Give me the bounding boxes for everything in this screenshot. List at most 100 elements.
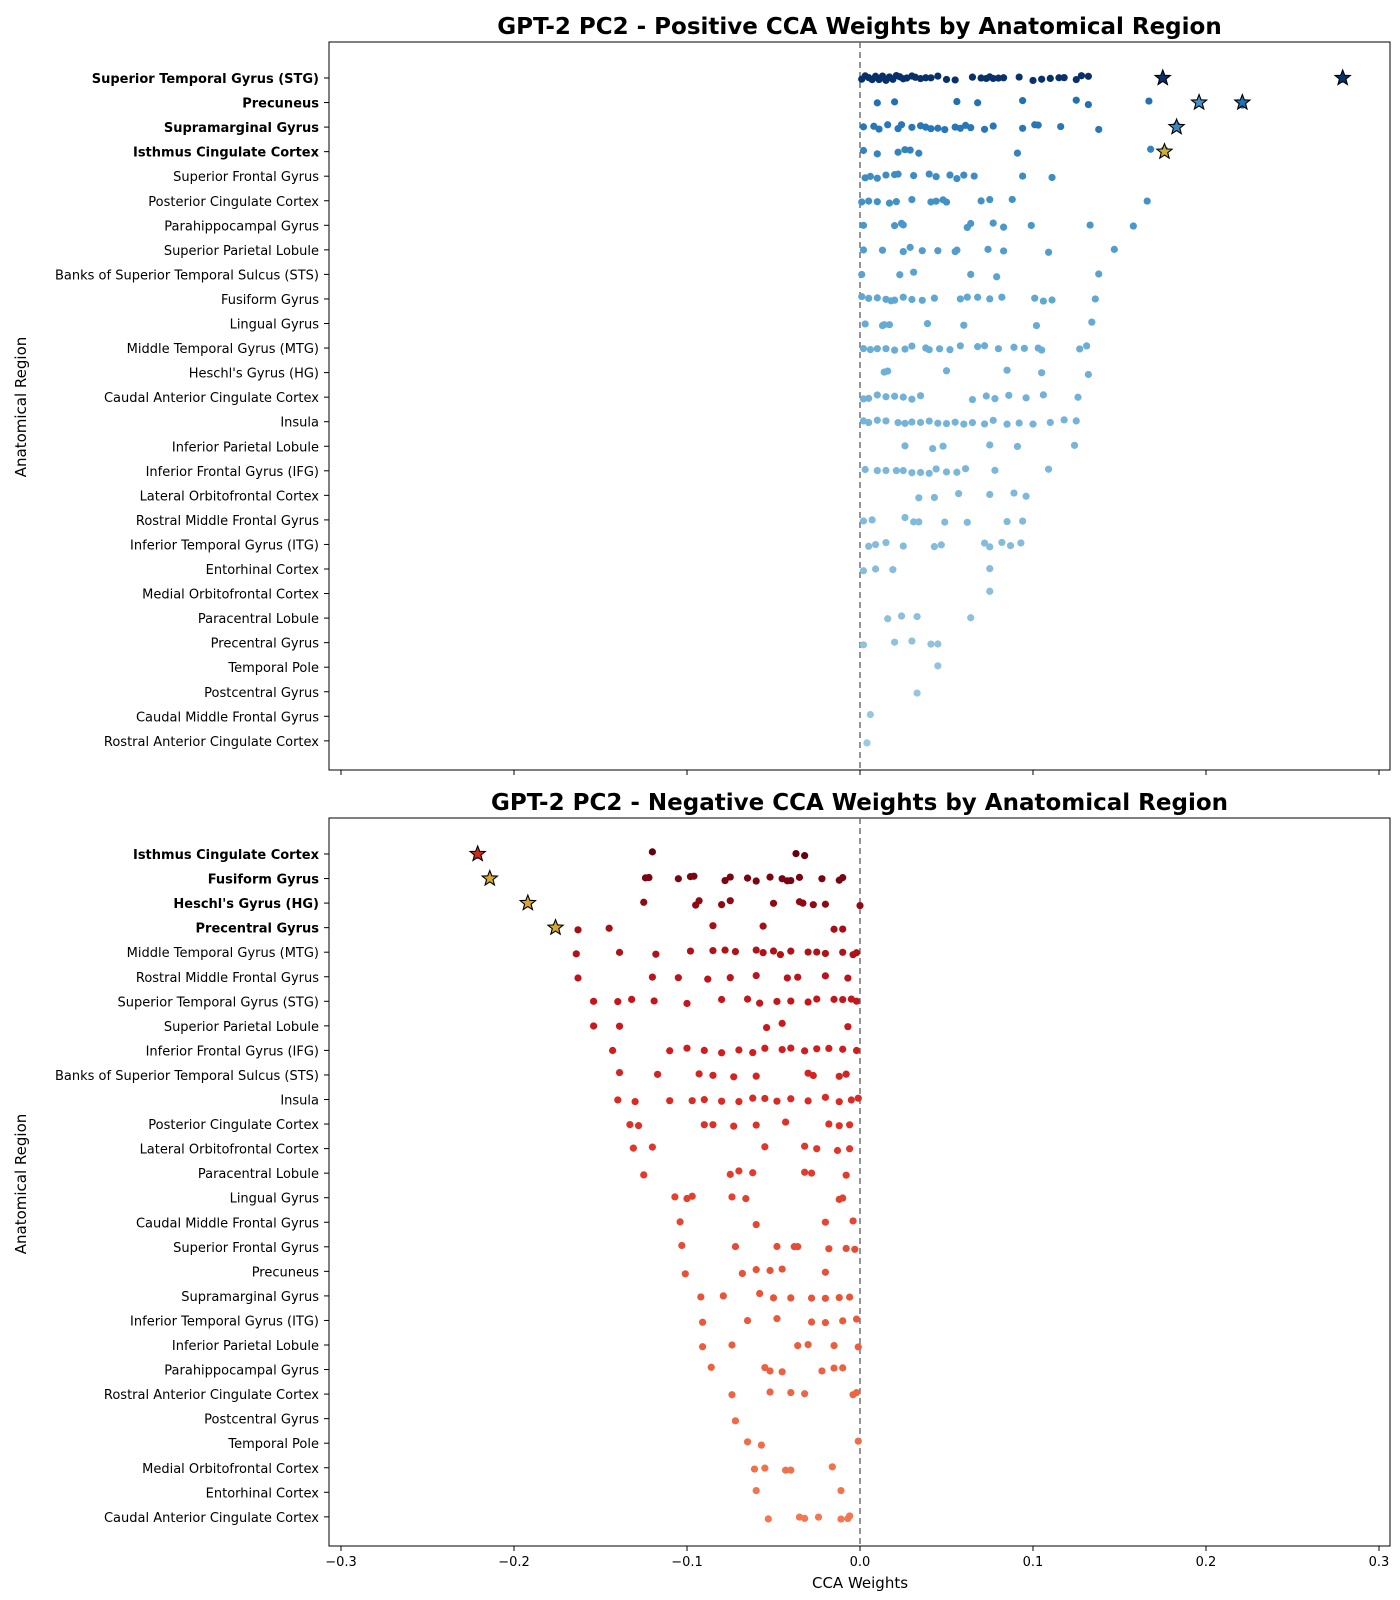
data-point — [813, 1145, 821, 1153]
data-point — [871, 540, 880, 549]
data-point — [718, 901, 726, 909]
data-point — [897, 612, 906, 620]
data-point — [813, 995, 821, 1003]
data-point — [984, 245, 992, 253]
data-point — [1003, 366, 1011, 374]
region-label: Precuneus — [252, 1265, 320, 1280]
data-point — [854, 1094, 862, 1102]
data-point — [994, 345, 1003, 353]
data-point — [726, 974, 734, 982]
data-point — [916, 392, 925, 400]
data-point — [967, 614, 975, 622]
data-point — [801, 1047, 809, 1055]
region-label: Middle Temporal Gyrus (MTG) — [127, 946, 319, 961]
data-point — [648, 848, 657, 856]
data-point — [891, 346, 899, 354]
data-point — [782, 1466, 790, 1474]
data-point — [859, 567, 868, 575]
data-point — [906, 146, 914, 154]
data-point — [882, 417, 890, 425]
data-point — [1129, 222, 1137, 230]
data-point — [766, 1367, 774, 1375]
data-point — [974, 343, 982, 351]
data-point — [730, 1122, 738, 1130]
data-point — [899, 221, 907, 229]
data-point — [873, 198, 881, 206]
region-label: Supramarginal Gyrus — [181, 1290, 319, 1305]
data-point — [880, 321, 888, 329]
data-point — [896, 271, 904, 279]
data-point — [742, 1195, 750, 1203]
data-point — [830, 1341, 838, 1350]
region-label: Posterior Cingulate Cortex — [148, 1118, 319, 1133]
region-label: Postcentral Gyrus — [204, 686, 319, 701]
data-point — [925, 346, 933, 354]
data-point — [821, 949, 830, 958]
data-point — [830, 1364, 838, 1372]
region-label: Entorhinal Cortex — [206, 563, 320, 578]
data-point — [1031, 294, 1039, 302]
data-point — [726, 873, 734, 881]
data-point — [835, 1293, 843, 1302]
data-point — [967, 270, 975, 278]
data-point — [1006, 542, 1015, 550]
data-point — [821, 1294, 830, 1302]
data-point — [605, 924, 613, 932]
data-point — [908, 295, 916, 304]
data-point — [634, 1122, 643, 1130]
data-point — [859, 517, 868, 525]
data-point — [885, 321, 894, 329]
data-point — [726, 897, 734, 905]
region-label: Banks of Superior Temporal Sulcus (STS) — [55, 1069, 319, 1084]
data-point — [695, 897, 703, 905]
data-point — [906, 243, 914, 251]
data-point — [609, 1046, 617, 1055]
region-label: Lingual Gyrus — [230, 318, 320, 333]
data-point — [809, 901, 817, 909]
data-point — [750, 1465, 759, 1473]
data-point — [852, 1046, 861, 1055]
data-point — [769, 899, 778, 907]
data-point — [925, 469, 933, 477]
data-point — [871, 565, 880, 573]
data-point — [743, 874, 752, 882]
data-point — [752, 1220, 760, 1229]
data-point — [873, 416, 881, 424]
data-point — [757, 1441, 765, 1449]
data-point — [759, 949, 767, 957]
data-point — [866, 172, 874, 180]
data-point — [859, 221, 868, 229]
data-point — [1013, 442, 1022, 451]
data-point — [1017, 539, 1025, 547]
data-point — [873, 294, 881, 302]
data-point — [884, 367, 892, 375]
data-point — [999, 74, 1008, 82]
data-point — [735, 1046, 743, 1054]
region-label: Parahippocampal Gyrus — [164, 219, 319, 234]
data-point — [839, 1317, 847, 1325]
negative-weights-panel: GPT-2 PC2 - Negative CCA Weights by Anat… — [55, 790, 1391, 1570]
data-point — [801, 1142, 809, 1150]
data-point — [953, 468, 961, 476]
data-point — [951, 418, 959, 426]
data-point — [1022, 492, 1030, 500]
data-point — [776, 951, 785, 959]
data-point — [821, 900, 830, 908]
data-point — [1029, 420, 1037, 428]
positive-weights-panel: GPT-2 PC2 - Positive CCA Weights by Anat… — [55, 14, 1391, 775]
data-point — [756, 999, 764, 1007]
data-point — [574, 974, 582, 982]
data-point — [873, 150, 881, 158]
data-point — [963, 293, 971, 301]
data-point — [901, 146, 909, 154]
star-marker — [518, 893, 537, 911]
data-point — [818, 875, 826, 883]
data-point — [942, 198, 951, 206]
star-marker — [546, 918, 565, 936]
data-point — [1038, 75, 1046, 83]
data-point — [835, 1098, 843, 1106]
data-point — [1019, 97, 1027, 105]
data-point — [865, 294, 873, 302]
data-point — [804, 948, 812, 956]
data-point — [977, 197, 985, 205]
